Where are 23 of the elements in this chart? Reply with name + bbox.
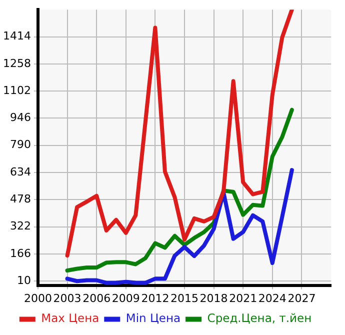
y-tick-label: 322 bbox=[10, 220, 31, 233]
y-tick-label: 634 bbox=[10, 165, 31, 178]
x-tick-label: 2000 bbox=[24, 292, 52, 305]
x-tick-label: 2015 bbox=[170, 292, 198, 305]
x-tick-label: 2021 bbox=[229, 292, 258, 305]
y-tick-label: 946 bbox=[10, 111, 31, 124]
x-tick-label: 2003 bbox=[53, 292, 82, 305]
y-tick-label: 1414 bbox=[2, 30, 31, 43]
y-tick-label: 166 bbox=[10, 246, 31, 260]
x-tick-label: 2006 bbox=[82, 292, 111, 305]
y-tick-label: 10 bbox=[16, 274, 31, 287]
y-tick-label: 790 bbox=[10, 138, 31, 152]
x-tick-label: 2027 bbox=[288, 292, 316, 305]
legend-label: Сред.Цена, т.йен bbox=[207, 311, 312, 326]
legend-label: Min Цена bbox=[126, 311, 181, 326]
y-tick-label: 1258 bbox=[2, 56, 31, 70]
x-tick-label: 2018 bbox=[200, 292, 228, 305]
x-tick-label: 2009 bbox=[112, 292, 140, 305]
x-tick-label: 2012 bbox=[141, 292, 170, 305]
x-tick-label: 2024 bbox=[258, 292, 286, 305]
y-tick-label: 1102 bbox=[2, 84, 31, 97]
y-tick-label: 478 bbox=[10, 192, 31, 206]
legend-label: Max Цена bbox=[41, 311, 100, 326]
